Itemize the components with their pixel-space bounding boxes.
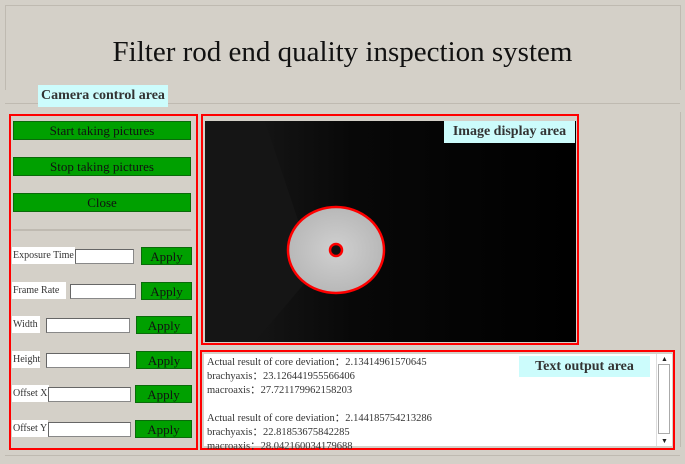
offset-x-apply-button[interactable]: Apply	[135, 385, 192, 403]
width-input[interactable]	[46, 318, 130, 333]
image-display-label: Image display area	[444, 121, 575, 143]
camera-control-panel	[9, 114, 198, 450]
page-title: Filter rod end quality inspection system	[112, 36, 573, 68]
height-label: Height	[12, 351, 40, 368]
output-line: macroaxis：28.042160034179688	[207, 441, 353, 452]
divider	[5, 455, 680, 456]
exposure-time-apply-button[interactable]: Apply	[141, 247, 192, 265]
start-taking-pictures-button[interactable]: Start taking pictures	[13, 121, 191, 140]
scrollbar-thumb[interactable]	[658, 364, 670, 434]
divider	[5, 5, 680, 6]
offset-y-label: Offset Y	[12, 420, 49, 437]
offset-x-label: Offset X	[12, 385, 49, 402]
camera-image	[205, 121, 576, 342]
stop-taking-pictures-button[interactable]: Stop taking pictures	[13, 157, 191, 176]
output-line: brachyaxis：23.126441955566406	[207, 371, 355, 382]
frame-rate-input[interactable]	[70, 284, 136, 299]
output-line	[207, 398, 653, 412]
scroll-up-arrow-icon[interactable]: ▲	[661, 355, 668, 363]
width-apply-button[interactable]: Apply	[136, 316, 192, 334]
rod-core-outline	[328, 242, 344, 258]
divider	[5, 103, 680, 104]
text-output-panel	[200, 350, 675, 450]
scroll-down-arrow-icon[interactable]: ▼	[661, 437, 668, 445]
offset-x-input[interactable]	[48, 387, 131, 402]
camera-image-canvas	[205, 121, 576, 342]
divider	[5, 5, 6, 90]
output-line: Actual result of core deviation：2.134149…	[207, 357, 427, 368]
exposure-time-input[interactable]	[75, 249, 134, 264]
width-label: Width	[12, 316, 40, 333]
offset-y-apply-button[interactable]: Apply	[135, 420, 192, 438]
image-display-panel	[201, 114, 579, 345]
output-line: brachyaxis：22.81853675842285	[207, 427, 350, 438]
rod-shadow	[205, 121, 315, 342]
close-button[interactable]: Close	[13, 193, 191, 212]
divider	[680, 5, 681, 90]
camera-control-label: Camera control area	[38, 85, 168, 107]
output-line: Actual result of core deviation：2.144185…	[207, 413, 432, 424]
vertical-scrollbar[interactable]: ▲ ▼	[656, 354, 672, 446]
output-line: macroaxis：27.721179962158203	[207, 385, 353, 396]
divider	[13, 229, 191, 231]
exposure-time-label: Exposure Time	[12, 247, 75, 264]
text-output-label: Text output area	[519, 356, 650, 377]
frame-rate-apply-button[interactable]: Apply	[141, 282, 192, 300]
divider	[680, 112, 681, 447]
offset-y-input[interactable]	[48, 422, 131, 437]
frame-rate-label: Frame Rate	[12, 282, 66, 299]
height-input[interactable]	[46, 353, 130, 368]
height-apply-button[interactable]: Apply	[136, 351, 192, 369]
